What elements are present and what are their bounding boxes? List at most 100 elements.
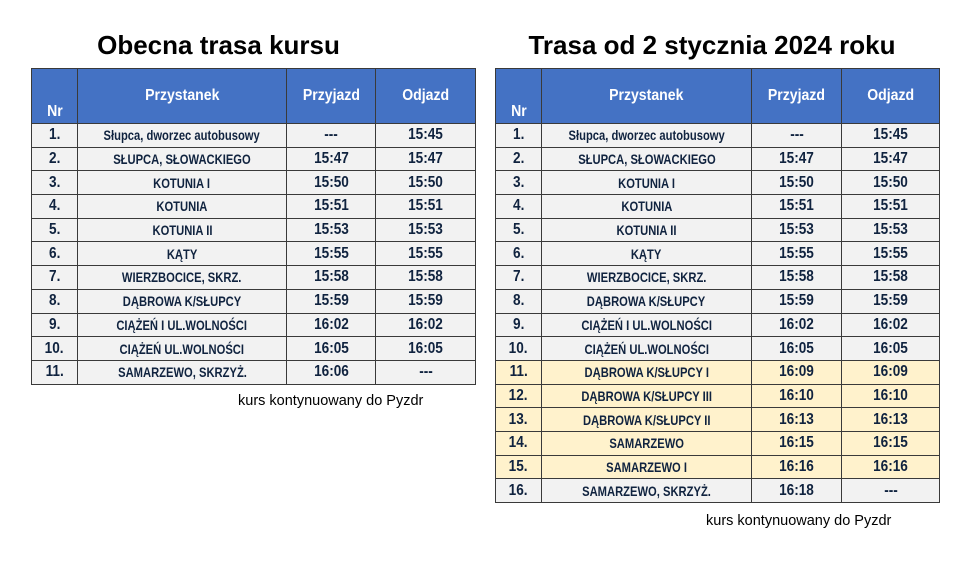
stop-name: DĄBROWA K/SŁUPCY [77, 288, 287, 314]
stop-name: KOTUNIA II [77, 217, 287, 243]
continuation-note: kurs kontynuowany do Pyzdr [238, 393, 424, 409]
stop-name: DĄBROWA K/SŁUPCY III [541, 383, 752, 409]
table-row: 6. KĄTY 15:55 15:55 [495, 241, 940, 267]
arrival-time: 15:53 [286, 217, 376, 243]
stop-number: 11. [31, 359, 78, 385]
current-route-title: Obecna trasa kursu [97, 30, 340, 60]
stop-number: 8. [495, 288, 542, 314]
departure-time: 16:10 [841, 383, 940, 409]
departure-time: --- [841, 478, 940, 503]
stop-name: KOTUNIA [541, 194, 752, 219]
departure-time: 15:45 [841, 123, 940, 148]
stop-name: CIĄŻEŃ UL.WOLNOŚCI [77, 336, 287, 361]
arrival-time: 15:47 [286, 146, 376, 172]
table-row: 12. DĄBROWA K/SŁUPCY III 16:10 16:10 [495, 383, 940, 409]
arrival-time: 16:18 [751, 478, 842, 503]
table-row: 3. KOTUNIA I 15:50 15:50 [495, 170, 940, 196]
col-nr: Nr [31, 68, 78, 124]
col-arrival: Przyjazd [751, 68, 842, 124]
stop-number: 16. [495, 478, 542, 503]
table-header: Nr Przystanek Przyjazd Odjazd [495, 68, 940, 124]
stop-number: 14. [495, 430, 542, 456]
stop-number: 1. [31, 123, 78, 148]
table-row: 2. SŁUPCA, SŁOWACKIEGO 15:47 15:47 [495, 146, 940, 172]
table-row: 5. KOTUNIA II 15:53 15:53 [31, 217, 476, 243]
departure-time: 15:55 [841, 241, 940, 267]
table-row: 14. SAMARZEWO 16:15 16:15 [495, 430, 940, 456]
stop-name: KOTUNIA II [541, 217, 752, 243]
table-row: 9. CIĄŻEŃ I UL.WOLNOŚCI 16:02 16:02 [31, 312, 476, 338]
col-arrival: Przyjazd [286, 68, 376, 124]
table-row: 7. WIERZBOCICE, SKRZ. 15:58 15:58 [31, 265, 476, 290]
col-nr: Nr [495, 68, 542, 124]
stop-name: KOTUNIA [77, 194, 287, 219]
table-row: 7. WIERZBOCICE, SKRZ. 15:58 15:58 [495, 265, 940, 290]
arrival-time: 15:50 [286, 170, 376, 196]
departure-time: 15:51 [841, 194, 940, 219]
stop-name: DĄBROWA K/SŁUPCY I [541, 359, 752, 385]
departure-time: 15:55 [375, 241, 476, 267]
departure-time: 15:50 [841, 170, 940, 196]
stop-number: 15. [495, 454, 542, 480]
stop-name: WIERZBOCICE, SKRZ. [541, 265, 752, 290]
arrival-time: 16:05 [286, 336, 376, 361]
departure-time: 15:50 [375, 170, 476, 196]
departure-time: 16:02 [375, 312, 476, 338]
stop-number: 4. [495, 194, 542, 219]
arrival-time: --- [286, 123, 376, 148]
table-row: 11. DĄBROWA K/SŁUPCY I 16:09 16:09 [495, 359, 940, 385]
stop-name: CIĄŻEŃ UL.WOLNOŚCI [541, 336, 752, 361]
arrival-time: 16:02 [286, 312, 376, 338]
departure-time: 16:05 [841, 336, 940, 361]
arrival-time: 16:02 [751, 312, 842, 338]
stop-name: CIĄŻEŃ I UL.WOLNOŚCI [77, 312, 287, 338]
arrival-time: 15:55 [751, 241, 842, 267]
table-row: 2. SŁUPCA, SŁOWACKIEGO 15:47 15:47 [31, 146, 476, 172]
current-timetable: Nr Przystanek Przyjazd Odjazd 1. Słupca, … [31, 68, 476, 385]
stop-name: SAMARZEWO I [541, 454, 752, 480]
stop-name: SŁUPCA, SŁOWACKIEGO [541, 146, 752, 172]
table-row: 10. CIĄŻEŃ UL.WOLNOŚCI 16:05 16:05 [495, 336, 940, 361]
departure-time: 15:47 [375, 146, 476, 172]
arrival-time: 15:51 [286, 194, 376, 219]
table-row: 10. CIĄŻEŃ UL.WOLNOŚCI 16:05 16:05 [31, 336, 476, 361]
arrival-time: 16:13 [751, 407, 842, 432]
stop-name: WIERZBOCICE, SKRZ. [77, 265, 287, 290]
stop-number: 3. [31, 170, 78, 196]
stop-number: 1. [495, 123, 542, 148]
stop-name: KOTUNIA I [77, 170, 287, 196]
departure-time: 16:15 [841, 430, 940, 456]
stop-name: SŁUPCA, SŁOWACKIEGO [77, 146, 287, 172]
stop-number: 7. [495, 265, 542, 290]
stop-name: KOTUNIA I [541, 170, 752, 196]
table-row: 9. CIĄŻEŃ I UL.WOLNOŚCI 16:02 16:02 [495, 312, 940, 338]
departure-time: 16:02 [841, 312, 940, 338]
table-row: 5. KOTUNIA II 15:53 15:53 [495, 217, 940, 243]
arrival-time: 15:53 [751, 217, 842, 243]
arrival-time: --- [751, 123, 842, 148]
departure-time: 15:59 [841, 288, 940, 314]
stop-name: KĄTY [77, 241, 287, 267]
stop-number: 5. [31, 217, 78, 243]
table-row: 16. SAMARZEWO, SKRZYŻ. 16:18 --- [495, 478, 940, 503]
stop-number: 11. [495, 359, 542, 385]
stop-name: CIĄŻEŃ I UL.WOLNOŚCI [541, 312, 752, 338]
arrival-time: 16:05 [751, 336, 842, 361]
departure-time: --- [375, 359, 476, 385]
stop-number: 10. [495, 336, 542, 361]
stop-number: 8. [31, 288, 78, 314]
stop-name: DĄBROWA K/SŁUPCY [541, 288, 752, 314]
arrival-time: 16:15 [751, 430, 842, 456]
arrival-time: 15:51 [751, 194, 842, 219]
stop-number: 5. [495, 217, 542, 243]
arrival-time: 15:50 [751, 170, 842, 196]
departure-time: 16:05 [375, 336, 476, 361]
arrival-time: 16:09 [751, 359, 842, 385]
arrival-time: 16:16 [751, 454, 842, 480]
new-timetable: Nr Przystanek Przyjazd Odjazd 1. Słupca, … [495, 68, 940, 503]
arrival-time: 16:06 [286, 359, 376, 385]
table-row: 3. KOTUNIA I 15:50 15:50 [31, 170, 476, 196]
arrival-time: 15:47 [751, 146, 842, 172]
departure-time: 16:16 [841, 454, 940, 480]
col-departure: Odjazd [841, 68, 940, 124]
